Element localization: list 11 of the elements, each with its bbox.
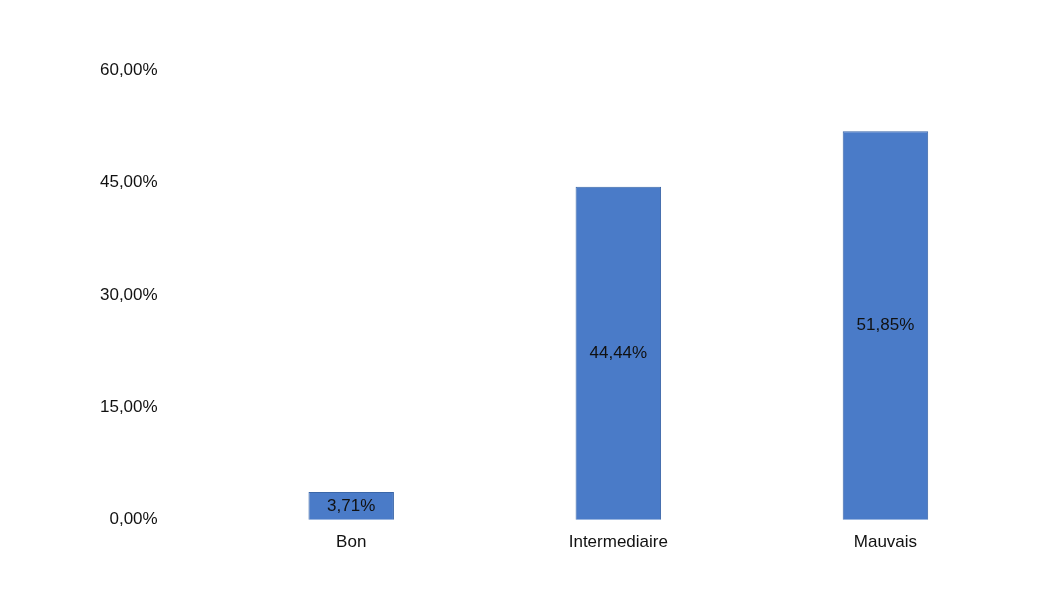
x-tick-label: Bon: [336, 531, 367, 551]
data-label: 51,85%: [856, 315, 915, 335]
y-tick-label: 15,00%: [99, 397, 158, 417]
data-label: 44,44%: [589, 342, 648, 362]
x-tick-label: Intermediaire: [568, 531, 668, 551]
y-tick-label: 45,00%: [99, 172, 158, 192]
y-tick-label: 0,00%: [109, 509, 158, 529]
y-tick-label: 60,00%: [99, 59, 158, 79]
x-tick-label: Mauvais: [853, 531, 918, 551]
data-label: 3,71%: [327, 495, 376, 515]
y-tick-label: 30,00%: [99, 284, 158, 304]
